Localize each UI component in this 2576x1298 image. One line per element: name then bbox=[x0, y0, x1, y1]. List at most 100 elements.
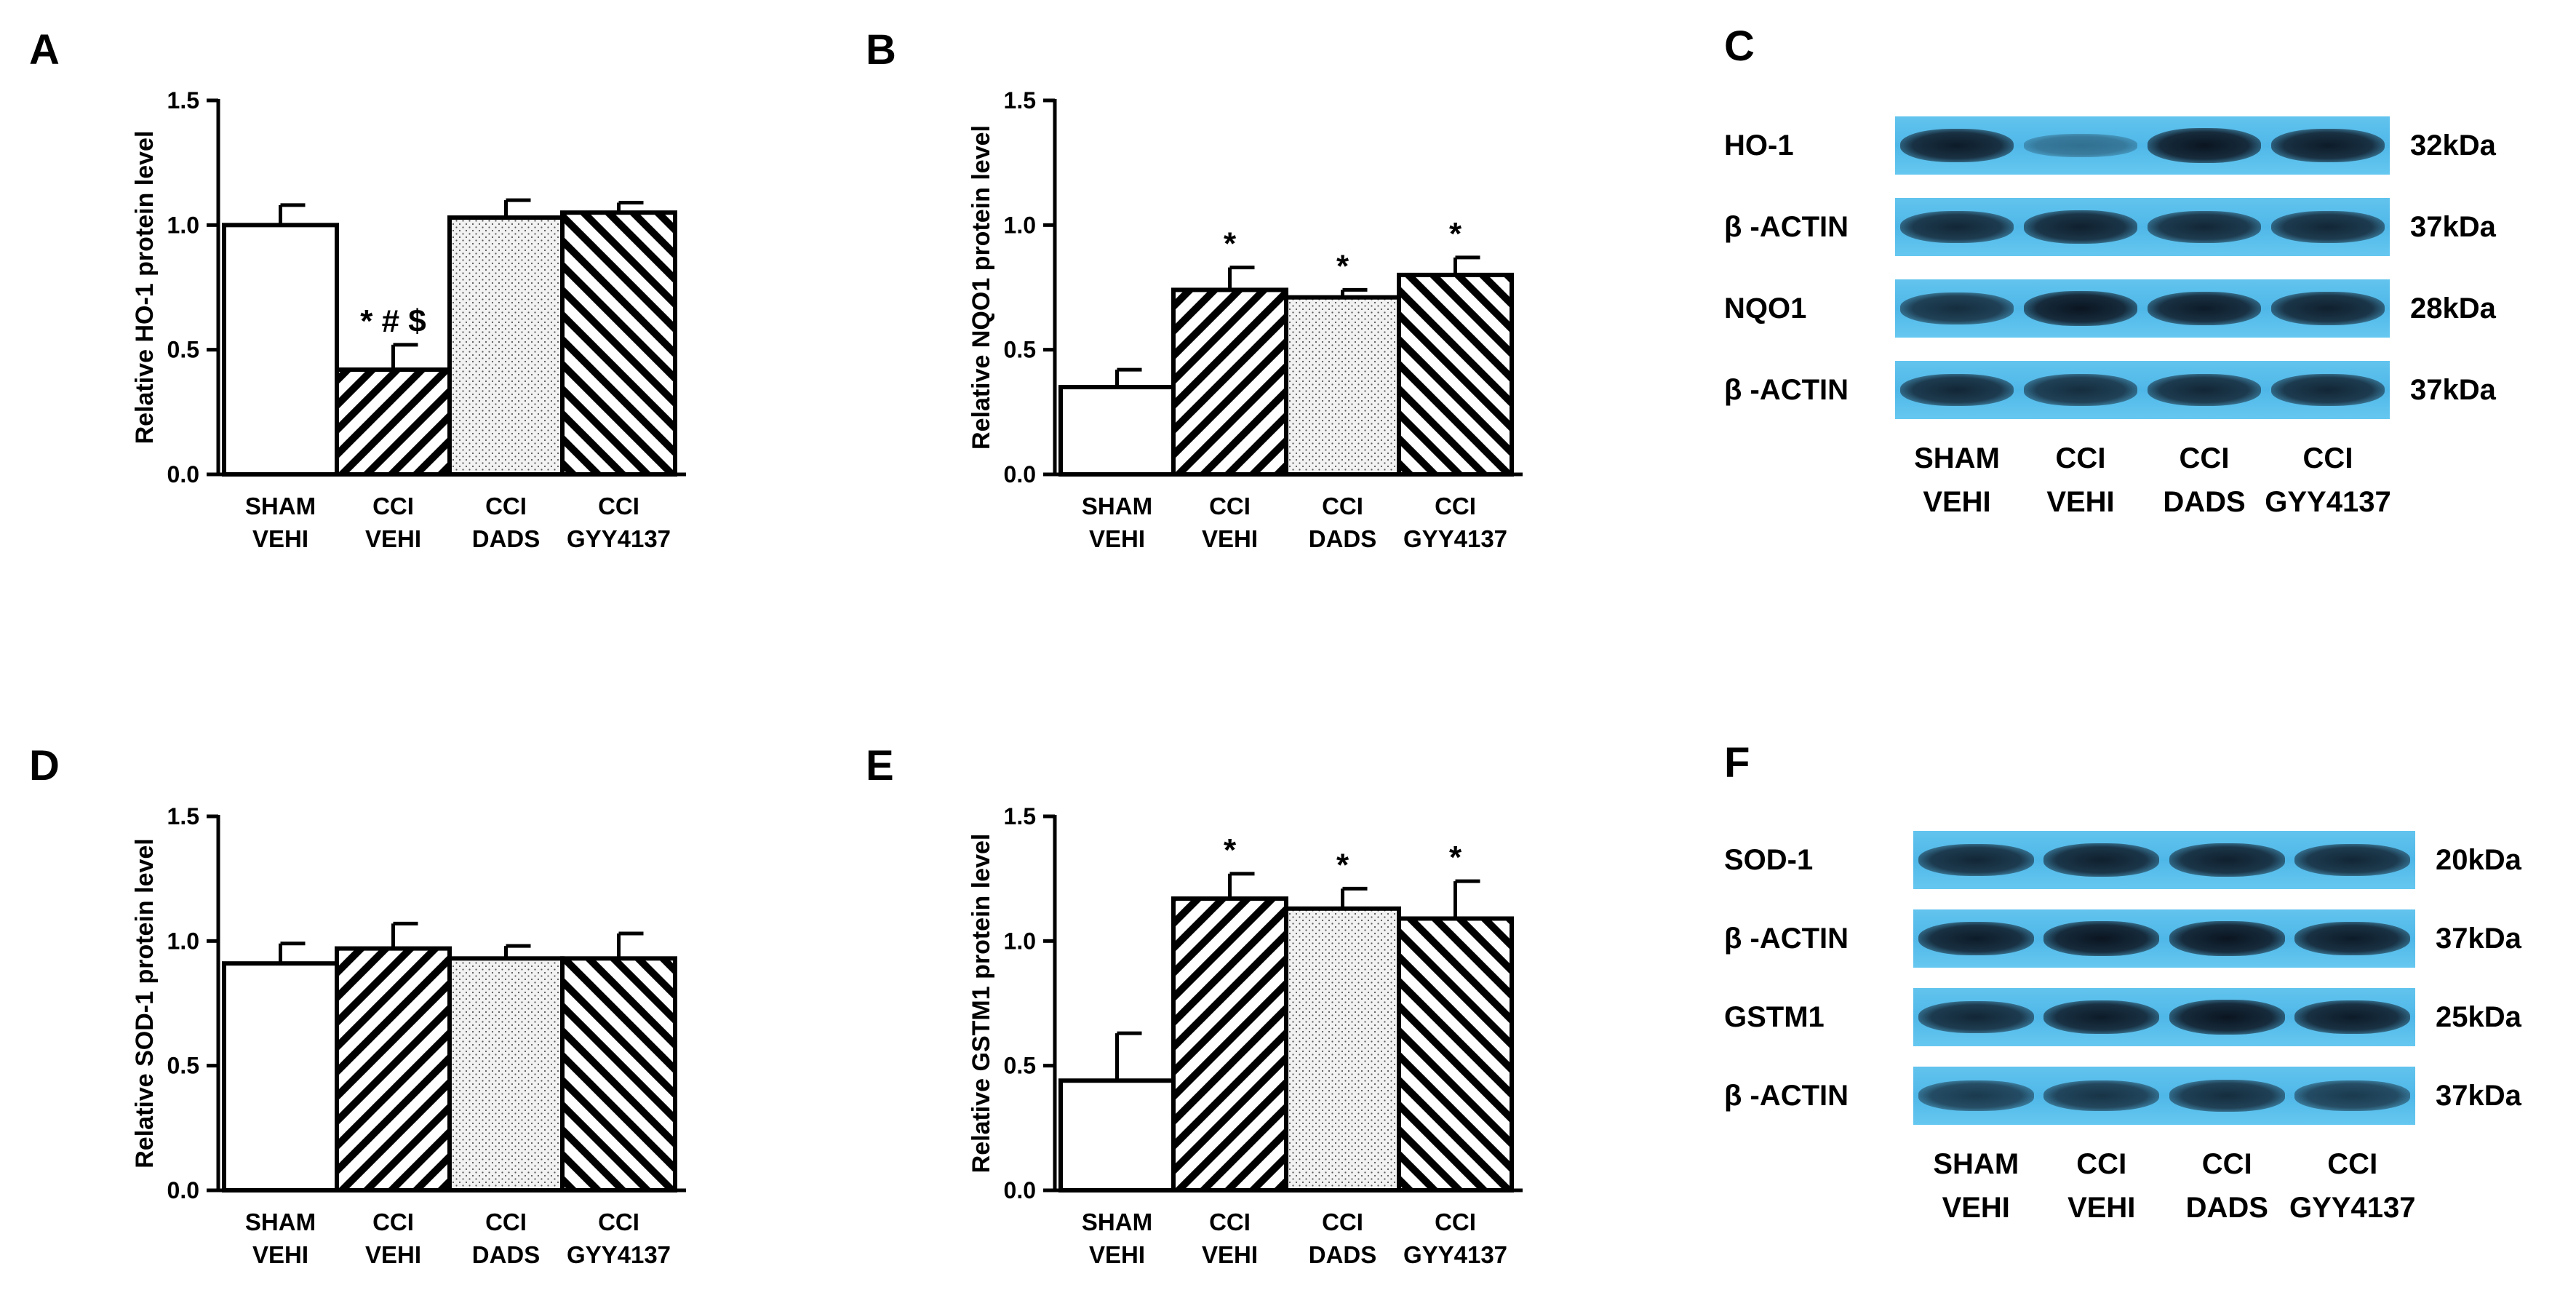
bar-group bbox=[1058, 1031, 1176, 1193]
blot-row: β -ACTIN 37kDa bbox=[1724, 361, 2576, 419]
lane-label: CCI VEHI bbox=[2067, 1148, 2136, 1224]
blot-row: NQO1 28kDa bbox=[1724, 279, 2576, 338]
blot-band bbox=[2147, 128, 2262, 163]
y-tick-label: 0.5 bbox=[167, 337, 199, 363]
molecular-weight-label: 37kDa bbox=[2436, 1080, 2521, 1112]
significance-annotation: * bbox=[1224, 226, 1237, 262]
blot-band bbox=[2270, 373, 2385, 407]
x-tick-label: VEHI bbox=[252, 1241, 308, 1268]
blot-strip bbox=[1895, 116, 2390, 175]
bar bbox=[1171, 287, 1288, 477]
blot-band bbox=[1899, 128, 2014, 163]
blot-band bbox=[2270, 210, 2385, 244]
chart-panel-a: A 0.0 0.5 1.0 1.5 Relative HO-1 protein level… bbox=[29, 26, 686, 552]
blot-band bbox=[2169, 1080, 2285, 1112]
y-tick-label: 1.0 bbox=[1004, 212, 1036, 238]
blot-band bbox=[1918, 843, 2034, 877]
bar-group: * # $ bbox=[335, 303, 452, 477]
x-tick-label: CCI bbox=[372, 1209, 414, 1235]
blot-band bbox=[2043, 1000, 2160, 1035]
x-tick-label: VEHI bbox=[1089, 1241, 1145, 1268]
blot-row: GSTM1 25kDa bbox=[1724, 988, 2576, 1046]
lane-label: SHAM VEHI bbox=[1914, 442, 2000, 518]
blot-strip bbox=[1913, 988, 2415, 1046]
y-tick-label: 1.0 bbox=[167, 212, 199, 238]
blot-band bbox=[2023, 134, 2138, 157]
blot-band bbox=[1918, 1080, 2034, 1111]
blot-strip bbox=[1913, 1067, 2415, 1125]
significance-annotation: * bbox=[1224, 832, 1237, 868]
blot-band bbox=[2169, 921, 2285, 956]
blot-band bbox=[1899, 292, 2014, 324]
x-tick-label: VEHI bbox=[252, 525, 308, 552]
y-tick-label: 1.5 bbox=[167, 803, 199, 829]
lane-label: SHAM VEHI bbox=[1933, 1148, 2019, 1224]
blot-band bbox=[2294, 921, 2411, 956]
protein-label: SOD-1 bbox=[1724, 844, 1814, 876]
blot-strip bbox=[1895, 198, 2390, 256]
bar bbox=[1284, 295, 1401, 477]
x-tick-label: CCI bbox=[1322, 493, 1363, 519]
y-tick-label: 1.5 bbox=[167, 87, 199, 114]
x-tick-label: CCI bbox=[598, 1209, 639, 1235]
significance-annotation: * bbox=[1336, 248, 1349, 284]
y-tick-label: 0.5 bbox=[1004, 337, 1036, 363]
molecular-weight-label: 25kDa bbox=[2436, 1001, 2521, 1033]
blot-row: β -ACTIN 37kDa bbox=[1724, 198, 2576, 256]
x-tick-label: VEHI bbox=[365, 525, 421, 552]
y-tick-label: 1.0 bbox=[1004, 928, 1036, 954]
bar-group bbox=[560, 931, 677, 1193]
blot-band bbox=[2169, 1000, 2285, 1035]
lane-label: CCI VEHI bbox=[2046, 442, 2115, 518]
y-axis-label: Relative HO-1 protein level bbox=[131, 131, 159, 445]
protein-label: NQO1 bbox=[1724, 292, 1807, 324]
bar-group: * bbox=[1397, 216, 1514, 477]
bar-group bbox=[222, 203, 339, 477]
x-tick-label: CCI bbox=[1435, 493, 1476, 519]
y-tick-label: 1.5 bbox=[1004, 87, 1036, 114]
blot-band bbox=[2023, 210, 2138, 244]
x-tick-label: GYY4137 bbox=[1403, 1241, 1507, 1268]
bar-group: * bbox=[1171, 226, 1288, 477]
lane-label: CCI DADS bbox=[2163, 442, 2246, 518]
panel-letter-b: B bbox=[866, 26, 896, 73]
blot-band bbox=[2023, 291, 2138, 326]
molecular-weight-label: 37kDa bbox=[2410, 211, 2496, 243]
blot-band bbox=[2270, 292, 2385, 325]
blot-panel-f: F SOD-1 20kDa β -ACTIN 37kDa GSTM1 25kDa β -ACT… bbox=[1724, 728, 2576, 1298]
significance-annotation: * # $ bbox=[360, 303, 426, 339]
blot-band bbox=[1899, 210, 2014, 244]
x-tick-label: GYY4137 bbox=[567, 525, 671, 552]
x-tick-label: CCI bbox=[485, 1209, 527, 1235]
bar bbox=[1397, 272, 1514, 477]
chart-panel-d: D 0.0 0.5 1.0 1.5 Relative SOD-1 protein leve… bbox=[29, 742, 686, 1268]
bar-group bbox=[1058, 367, 1176, 477]
panel-letter-a: A bbox=[29, 26, 60, 73]
x-tick-label: DADS bbox=[1309, 525, 1377, 552]
panel-letter-f: F bbox=[1724, 739, 1750, 787]
blot-band bbox=[1918, 921, 2034, 956]
lane-label: CCI GYY4137 bbox=[2289, 1148, 2416, 1224]
x-tick-label: GYY4137 bbox=[567, 1241, 671, 1268]
significance-annotation: * bbox=[1336, 847, 1349, 883]
bar-group bbox=[335, 921, 452, 1193]
blot-band bbox=[1899, 373, 2014, 407]
x-tick-label: DADS bbox=[472, 1241, 541, 1268]
bar bbox=[1171, 896, 1288, 1193]
x-tick-label: SHAM bbox=[1082, 1209, 1152, 1235]
x-tick-label: DADS bbox=[1309, 1241, 1377, 1268]
x-tick-label: GYY4137 bbox=[1403, 525, 1507, 552]
bar-group bbox=[447, 198, 565, 477]
y-tick-label: 0.0 bbox=[167, 461, 199, 487]
bar-group: * bbox=[1171, 832, 1288, 1193]
significance-annotation: * bbox=[1449, 216, 1462, 252]
blot-band bbox=[2270, 128, 2385, 163]
blot-band bbox=[2147, 373, 2262, 407]
blot-strip bbox=[1913, 909, 2415, 968]
x-tick-label: VEHI bbox=[1089, 525, 1145, 552]
blot-row: SOD-1 20kDa bbox=[1724, 831, 2576, 889]
x-tick-label: VEHI bbox=[365, 1241, 421, 1268]
x-tick-label: SHAM bbox=[1082, 493, 1152, 519]
bar bbox=[335, 946, 452, 1193]
bar-group bbox=[560, 200, 677, 477]
